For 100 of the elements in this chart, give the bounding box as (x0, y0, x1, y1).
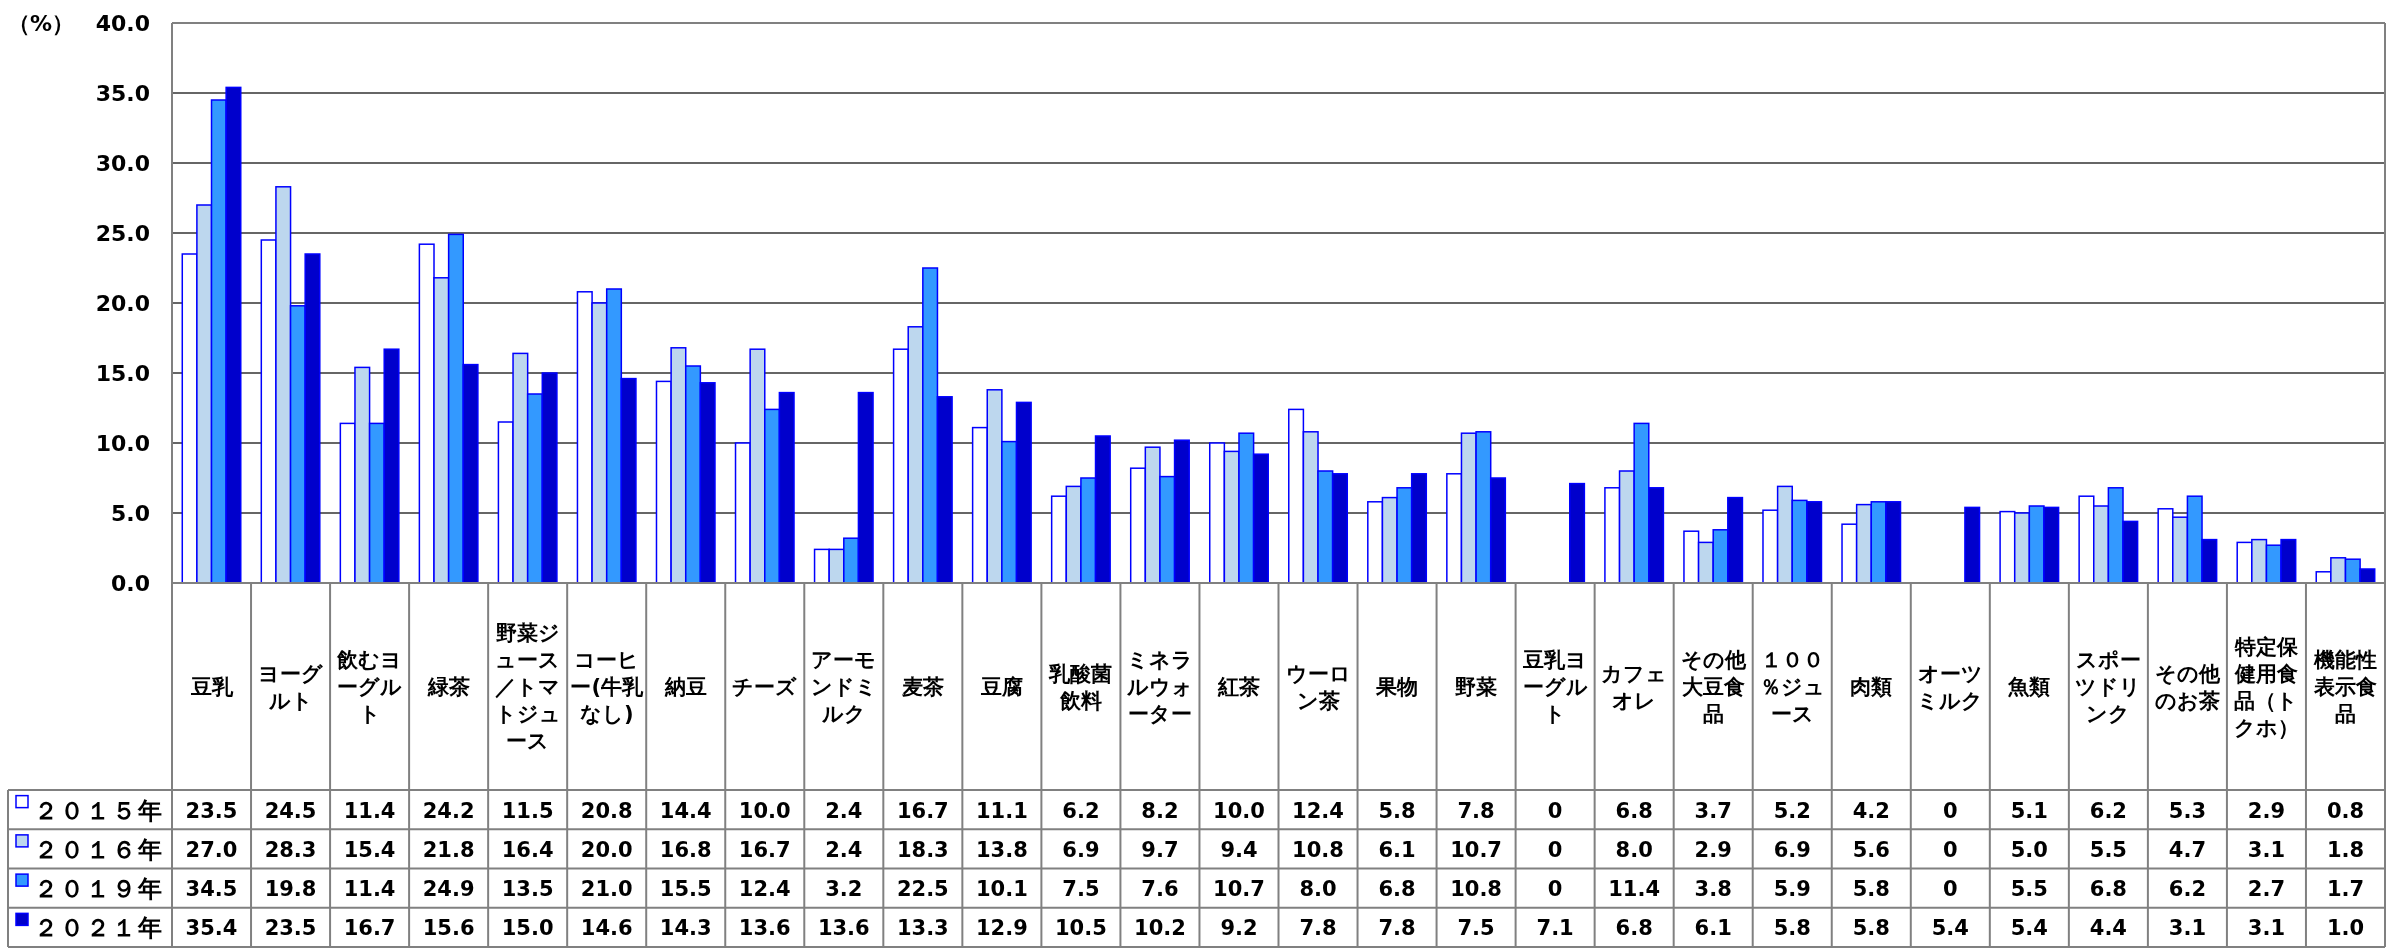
data-label: 13.8 (975, 837, 1028, 862)
x-tick-label: １００％ジュース (1759, 648, 1825, 727)
data-label: 5.3 (2168, 798, 2207, 823)
x-tick-label: 豆乳ヨーグルト (1522, 648, 1588, 727)
data-label: 6.2 (2168, 877, 2207, 902)
data-label: 6.8 (1615, 916, 1653, 941)
x-tick-label: 乳酸菌飲料 (1048, 661, 1113, 713)
data-label: 4.2 (1852, 798, 1890, 823)
data-label: 1.7 (2326, 877, 2365, 902)
data-label: 2.4 (825, 798, 863, 823)
data-label: 28.3 (264, 837, 317, 862)
data-label: 9.4 (1220, 837, 1258, 862)
y-tick-label: 0.0 (111, 571, 150, 596)
data-label: 5.2 (1773, 798, 1811, 823)
data-label: 0 (1547, 877, 1563, 902)
data-label: 4.4 (2089, 916, 2127, 941)
x-tick-label: 果物 (1375, 675, 1419, 700)
data-label: 1.0 (2326, 916, 2365, 941)
data-label: 19.8 (264, 877, 317, 902)
data-label: 7.6 (1141, 877, 1179, 902)
data-label: 0 (1547, 837, 1563, 862)
data-label: 16.4 (501, 837, 554, 862)
data-label: 7.5 (1457, 916, 1495, 941)
data-label: 16.7 (896, 798, 949, 823)
data-label: 3.8 (1694, 877, 1732, 902)
data-label: 12.4 (738, 877, 791, 902)
data-label: 6.8 (1615, 798, 1653, 823)
bar (1964, 506, 1981, 584)
x-tick-label: 魚類 (2007, 675, 2051, 700)
data-label: 23.5 (185, 798, 238, 823)
data-label: 10.8 (1292, 837, 1344, 862)
x-tick-label: 特定保健用食品（トクホ） (2233, 634, 2299, 740)
x-tick-label: ミネラルウォーター (1125, 648, 1193, 727)
data-label: 15.4 (343, 837, 396, 862)
data-label: 5.4 (2010, 916, 2048, 941)
data-label: 5.9 (1773, 877, 1811, 902)
data-label: 11.4 (343, 798, 396, 823)
data-label: 24.2 (422, 798, 475, 823)
x-tick-label: 納豆 (663, 675, 707, 700)
data-label: 18.3 (896, 837, 949, 862)
data-label: 2.9 (2247, 798, 2286, 823)
data-label: 13.6 (817, 916, 870, 941)
data-label: 7.8 (1299, 916, 1337, 941)
x-tick-label: チーズ (732, 675, 798, 700)
data-label: 23.5 (264, 916, 317, 941)
data-label: 13.5 (501, 877, 554, 902)
legend-label: ２０２１年 (34, 914, 164, 943)
data-label: 10.1 (975, 877, 1028, 902)
data-label: 16.8 (659, 837, 712, 862)
data-label: 5.8 (1773, 916, 1811, 941)
x-tick-label: オーツミルク (1917, 661, 1984, 713)
data-label: 21.8 (422, 837, 475, 862)
x-tick-label: 飲むヨーグルト (336, 648, 403, 727)
data-label: 13.3 (896, 916, 949, 941)
data-label: 5.5 (2010, 877, 2048, 902)
data-label: 6.9 (1062, 837, 1100, 862)
data-label: 3.7 (1694, 798, 1732, 823)
data-label: 14.6 (580, 916, 633, 941)
data-label: 3.2 (825, 877, 863, 902)
data-label: 5.8 (1852, 916, 1890, 941)
x-tick-label: 豆乳 (189, 675, 234, 700)
data-label: 3.1 (2247, 837, 2286, 862)
data-label: 15.5 (659, 877, 712, 902)
data-label: 6.1 (1378, 837, 1416, 862)
data-label: 34.5 (185, 877, 238, 902)
data-label: 5.8 (1852, 877, 1890, 902)
data-label: 9.2 (1220, 916, 1258, 941)
data-label: 10.5 (1055, 916, 1107, 941)
data-label: 15.0 (501, 916, 554, 941)
data-label: 4.7 (2168, 837, 2207, 862)
data-label: 10.7 (1213, 877, 1265, 902)
data-label: 11.5 (501, 798, 554, 823)
data-label: 15.6 (422, 916, 475, 941)
data-label: 2.4 (825, 837, 863, 862)
y-tick-label: 5.0 (111, 501, 150, 526)
x-tick-label: ウーロン茶 (1285, 661, 1351, 713)
data-label: 13.6 (738, 916, 791, 941)
x-tick-label: 紅茶 (1216, 675, 1260, 700)
data-label: 5.8 (1378, 798, 1416, 823)
data-label: 20.8 (580, 798, 633, 823)
y-tick-label: 10.0 (95, 431, 150, 456)
data-label: 10.7 (1450, 837, 1502, 862)
x-tick-label: 肉類 (1850, 675, 1893, 700)
data-label: 11.4 (1608, 877, 1661, 902)
data-label: 6.2 (1062, 798, 1100, 823)
x-tick-label: 野菜ジュース／トマトジュース (494, 621, 561, 754)
data-label: 7.8 (1457, 798, 1495, 823)
data-label: 5.6 (1852, 837, 1890, 862)
data-label: 16.7 (738, 837, 791, 862)
x-tick-label: 機能性表示食品 (2312, 648, 2377, 727)
legend-label: ２０１６年 (34, 835, 164, 864)
data-label: 6.8 (1378, 877, 1416, 902)
data-label: 6.8 (2089, 877, 2127, 902)
data-label: 10.0 (738, 798, 791, 823)
data-label: 21.0 (580, 877, 633, 902)
x-tick-label: アーモンドミルク (810, 648, 877, 727)
y-tick-label: 25.0 (95, 221, 150, 246)
data-label: 3.1 (2168, 916, 2207, 941)
y-tick-label: 15.0 (95, 361, 150, 386)
data-label: 8.2 (1141, 798, 1179, 823)
